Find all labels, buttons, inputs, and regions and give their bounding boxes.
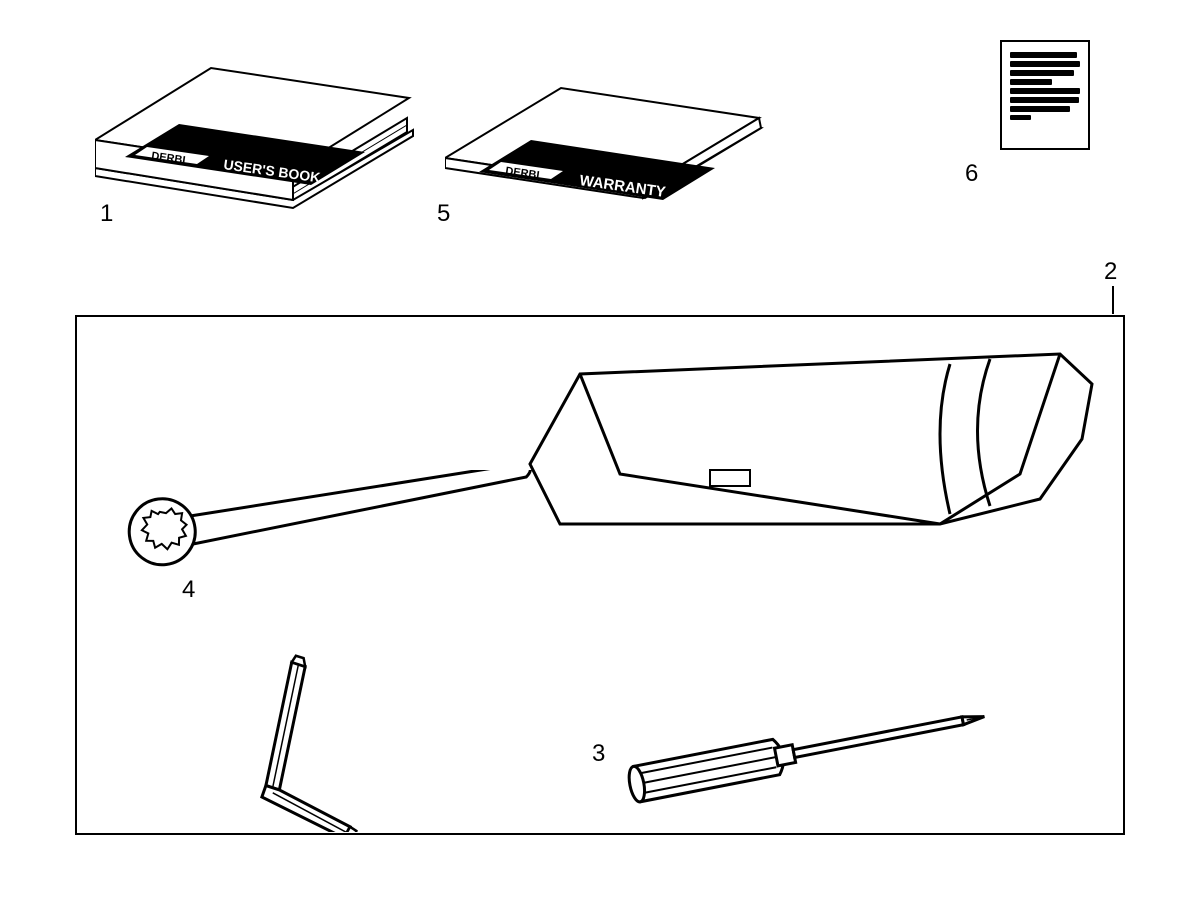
callout-5: 5 (437, 200, 450, 228)
warranty-book: DERBI WARRANTY (445, 50, 765, 220)
diagram-canvas: OEM MOTORPARTS DERBI USER'S BOOK 1 DE (0, 0, 1201, 910)
users-book: DERBI USER'S BOOK (95, 40, 415, 220)
callout-1: 1 (100, 200, 113, 228)
tool-bag (520, 344, 1100, 544)
info-sheet (1000, 40, 1090, 150)
box-wrench (120, 470, 550, 590)
leader-2 (1108, 286, 1118, 316)
hex-key (250, 652, 420, 832)
screwdriver (618, 680, 1018, 820)
callout-6: 6 (965, 160, 978, 188)
callout-2: 2 (1104, 258, 1117, 286)
callout-3: 3 (592, 740, 605, 768)
callout-4: 4 (182, 576, 195, 604)
